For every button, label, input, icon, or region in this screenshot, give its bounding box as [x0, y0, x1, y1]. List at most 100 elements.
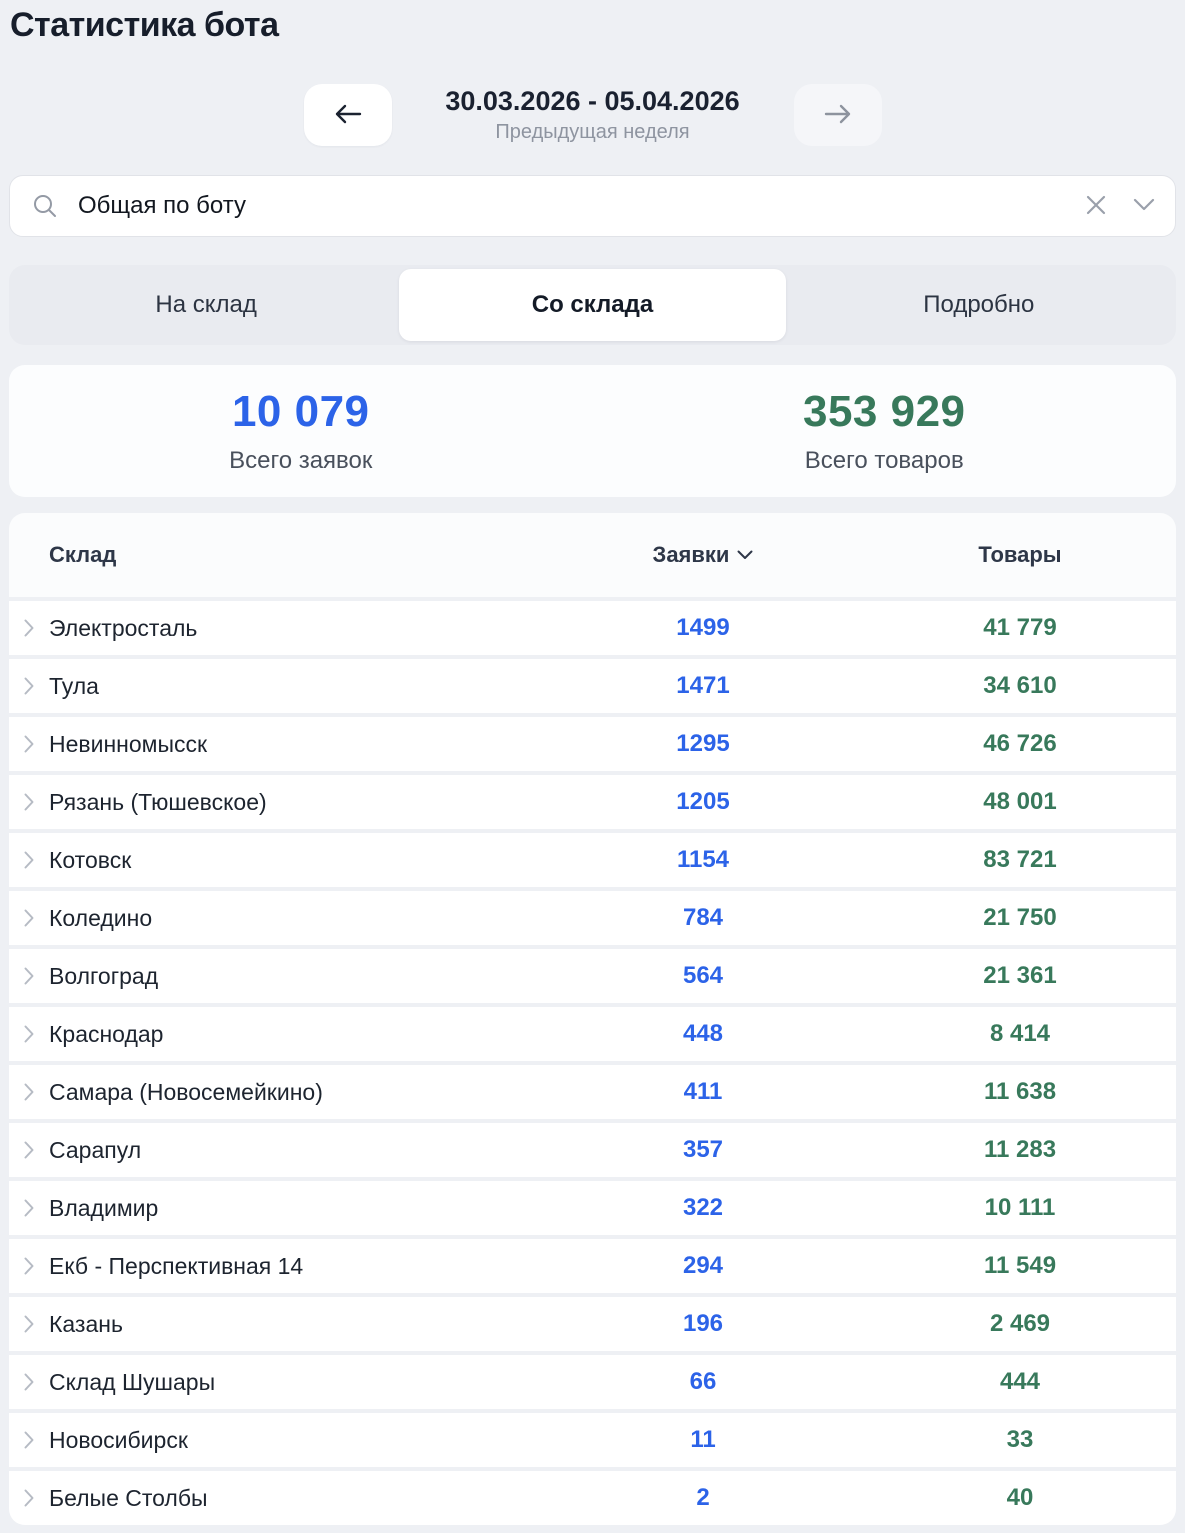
table-row[interactable]: Волгоград 564 21 361 — [9, 949, 1176, 1003]
table-row[interactable]: Новосибирск 11 33 — [9, 1413, 1176, 1467]
warehouse-table: Склад Заявки Товары Электросталь 1499 41… — [9, 513, 1176, 1525]
warehouse-name: Владимир — [49, 1194, 159, 1221]
column-header-warehouse: Склад — [49, 542, 117, 567]
goods-value: 8 414 — [989, 1020, 1051, 1047]
summary-requests: 10 079 Всего заявок — [9, 387, 593, 475]
requests-value[interactable]: 564 — [682, 962, 724, 989]
requests-value[interactable]: 294 — [682, 1252, 724, 1279]
column-header-goods: Товары — [978, 542, 1062, 567]
total-goods-value: 353 929 — [802, 387, 966, 436]
filter-actions — [1085, 194, 1155, 219]
warehouse-name: Невинномысск — [49, 730, 208, 757]
tab-details[interactable]: Подробно — [923, 291, 1035, 318]
column-header-requests-label: Заявки — [652, 542, 730, 567]
chevron-down-icon — [737, 550, 753, 560]
requests-value[interactable]: 784 — [682, 904, 724, 931]
table-row[interactable]: Казань 196 2 469 — [9, 1297, 1176, 1351]
goods-value: 444 — [999, 1368, 1041, 1395]
table-row[interactable]: Рязань (Тюшевское) 1205 48 001 — [9, 775, 1176, 829]
goods-value: 40 — [1006, 1484, 1034, 1511]
magnifier-icon — [32, 193, 58, 219]
week-range: 30.03.2026 - 05.04.2026 — [445, 86, 740, 116]
table-row[interactable]: Электросталь 1499 41 779 — [9, 601, 1176, 655]
requests-value[interactable]: 2 — [696, 1484, 710, 1511]
chevron-right-icon — [24, 1257, 34, 1275]
chevron-right-icon — [24, 851, 34, 869]
chevron-right-icon — [24, 1373, 34, 1391]
tab-from-warehouse[interactable]: Со склада — [399, 269, 786, 341]
requests-value[interactable]: 322 — [682, 1194, 724, 1221]
requests-value[interactable]: 411 — [683, 1078, 723, 1105]
requests-value[interactable]: 11 — [690, 1426, 716, 1453]
requests-value[interactable]: 1154 — [676, 846, 730, 873]
chevron-down-icon — [1133, 198, 1155, 215]
chevron-right-icon — [24, 1083, 34, 1101]
chevron-right-icon — [24, 793, 34, 811]
goods-value: 11 283 — [983, 1136, 1057, 1163]
warehouse-name: Казань — [49, 1310, 123, 1337]
warehouse-name: Котовск — [49, 846, 132, 873]
chevron-right-icon — [24, 909, 34, 927]
table-row[interactable]: Краснодар 448 8 414 — [9, 1007, 1176, 1061]
previous-week-button[interactable] — [303, 84, 392, 146]
chevron-right-icon — [24, 1315, 34, 1333]
goods-value: 48 001 — [983, 788, 1057, 815]
chevron-right-icon — [24, 1025, 34, 1043]
chevron-right-icon — [24, 967, 34, 985]
warehouse-name: Тула — [49, 672, 99, 699]
table-row[interactable]: Белые Столбы 2 40 — [9, 1471, 1176, 1525]
goods-value: 2 469 — [989, 1310, 1051, 1337]
total-goods-label: Всего товаров — [804, 447, 964, 474]
warehouse-name: Сарапул — [49, 1136, 142, 1163]
requests-value[interactable]: 1499 — [676, 614, 730, 641]
table-row[interactable]: Екб - Перспективная 14 294 11 549 — [9, 1239, 1176, 1293]
warehouse-filter — [9, 175, 1176, 237]
chevron-right-icon — [24, 619, 34, 637]
warehouse-name: Белые Столбы — [49, 1484, 208, 1511]
summary-card: 10 079 Всего заявок 353 929 Всего товаро… — [9, 365, 1176, 497]
clear-filter-button[interactable] — [1085, 194, 1107, 219]
table-row[interactable]: Владимир 322 10 111 — [9, 1181, 1176, 1235]
requests-value[interactable]: 448 — [682, 1020, 724, 1047]
table-row[interactable]: Склад Шушары 66 444 — [9, 1355, 1176, 1409]
goods-value: 46 726 — [983, 730, 1057, 757]
table-row[interactable]: Невинномысск 1295 46 726 — [9, 717, 1176, 771]
warehouse-name: Волгоград — [49, 962, 159, 989]
requests-value[interactable]: 66 — [689, 1368, 717, 1395]
goods-value: 33 — [1006, 1426, 1034, 1453]
chevron-right-icon — [24, 1431, 34, 1449]
total-requests-label: Всего заявок — [229, 447, 373, 474]
chevron-right-icon — [24, 1489, 34, 1507]
requests-value[interactable]: 1295 — [676, 730, 730, 757]
column-header-requests-sort[interactable]: Заявки — [653, 542, 754, 568]
warehouse-name: Рязань (Тюшевское) — [49, 788, 267, 815]
warehouse-name: Электросталь — [49, 614, 198, 641]
requests-value[interactable]: 196 — [682, 1310, 724, 1337]
warehouse-name: Новосибирск — [49, 1426, 188, 1453]
next-week-button[interactable] — [793, 84, 882, 146]
arrow-left-icon — [333, 102, 363, 129]
page-title: Статистика бота — [10, 6, 279, 44]
warehouse-name: Екб - Перспективная 14 — [49, 1252, 304, 1279]
requests-value[interactable]: 1205 — [676, 788, 730, 815]
filter-input[interactable] — [76, 191, 1085, 221]
week-subtitle: Предыдущая неделя — [495, 121, 690, 143]
goods-value: 11 638 — [983, 1078, 1057, 1105]
goods-value: 83 721 — [983, 846, 1057, 873]
requests-value[interactable]: 1471 — [676, 672, 730, 699]
arrow-right-icon — [823, 102, 853, 129]
open-dropdown-button[interactable] — [1133, 198, 1155, 215]
week-navigation: 30.03.2026 - 05.04.2026 Предыдущая недел… — [0, 83, 1185, 147]
table-row[interactable]: Самара (Новосемейкино) 411 11 638 — [9, 1065, 1176, 1119]
summary-goods: 353 929 Всего товаров — [593, 387, 1177, 475]
table-row[interactable]: Тула 1471 34 610 — [9, 659, 1176, 713]
table-row[interactable]: Котовск 1154 83 721 — [9, 833, 1176, 887]
table-rows: Электросталь 1499 41 779 Тула 1471 34 61… — [9, 601, 1176, 1525]
requests-value[interactable]: 357 — [682, 1136, 724, 1163]
warehouse-name: Самара (Новосемейкино) — [49, 1078, 323, 1105]
total-requests-value: 10 079 — [231, 387, 370, 436]
table-row[interactable]: Коледино 784 21 750 — [9, 891, 1176, 945]
table-row[interactable]: Сарапул 357 11 283 — [9, 1123, 1176, 1177]
week-label: 30.03.2026 - 05.04.2026 Предыдущая недел… — [418, 86, 768, 144]
tab-to-warehouse[interactable]: На склад — [155, 291, 257, 318]
